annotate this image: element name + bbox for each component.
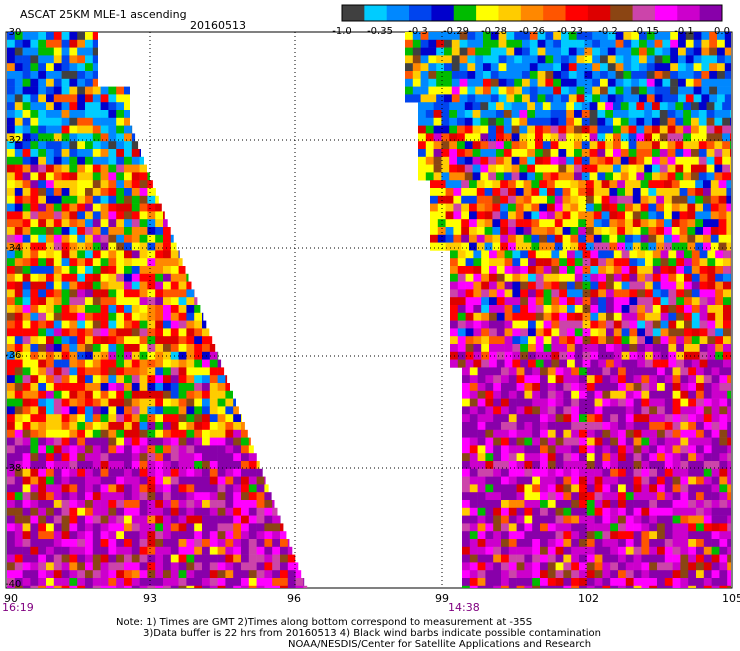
panel2-time: 14:38 [448, 602, 480, 614]
map-date: 20160513 [190, 20, 246, 32]
colorbar-segment [610, 5, 633, 21]
colorbar-label: -0.35 [367, 26, 393, 37]
colorbar-segment [677, 5, 700, 21]
lon-label-105: 105 [722, 593, 740, 605]
colorbar-segment [387, 5, 410, 21]
lat-label-40: -40 [5, 579, 21, 591]
colorbar-label: -0.1 [674, 26, 694, 37]
colorbar-label: -0.23 [557, 26, 583, 37]
colorbar-segment [588, 5, 611, 21]
colorbar-segment [700, 5, 723, 21]
lon-label-93: 93 [143, 593, 157, 605]
colorbar-segment [431, 5, 454, 21]
colorbar-label: -1.0 [332, 26, 352, 37]
lat-label-38: -38 [5, 463, 21, 475]
colorbar-segment [476, 5, 499, 21]
colorbar-segment [498, 5, 521, 21]
lon-label-102: 102 [578, 593, 599, 605]
colorbar-segment [633, 5, 656, 21]
map-title: ASCAT 25KM MLE-1 ascending [20, 9, 187, 21]
colorbar-segment [409, 5, 432, 21]
colorbar-label: -0.2 [598, 26, 618, 37]
colorbar-label: -0.3 [408, 26, 428, 37]
colorbar-segment [566, 5, 589, 21]
colorbar-segment [364, 5, 387, 21]
colorbar-segment [342, 5, 365, 21]
lat-label-34: -34 [5, 243, 21, 255]
colorbar-segment [454, 5, 477, 21]
colorbar-segment [655, 5, 678, 21]
note-line-3: NOAA/NESDIS/Center for Satellite Applica… [288, 639, 591, 651]
colorbar-segment [543, 5, 566, 21]
colorbar-label: -0.15 [633, 26, 659, 37]
lat-label-32: -32 [5, 135, 21, 147]
colorbar-label: -0.28 [481, 26, 507, 37]
lon-label-99: 99 [435, 593, 449, 605]
colorbar-label: 0.0 [714, 26, 730, 37]
lat-label-30: -30 [5, 27, 21, 39]
colorbar-label: -0.26 [519, 26, 545, 37]
colorbar-segment [521, 5, 544, 21]
colorbar-label: -0.29 [443, 26, 469, 37]
lon-label-96: 96 [287, 593, 301, 605]
lat-label-36: -36 [5, 350, 21, 362]
panel1-time: 16:19 [2, 602, 34, 614]
